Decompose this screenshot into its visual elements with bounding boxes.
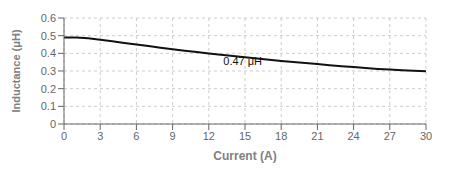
svg-text:3: 3 (97, 130, 103, 142)
svg-text:0.6: 0.6 (41, 12, 56, 24)
svg-text:0.2: 0.2 (41, 83, 56, 95)
svg-text:0.5: 0.5 (41, 30, 56, 42)
svg-text:0: 0 (50, 118, 56, 130)
svg-text:0.1: 0.1 (41, 100, 56, 112)
svg-text:Inductance (μH): Inductance (μH) (10, 29, 22, 112)
svg-text:30: 30 (420, 130, 432, 142)
svg-text:18: 18 (275, 130, 287, 142)
svg-text:0.3: 0.3 (41, 65, 56, 77)
svg-text:12: 12 (203, 130, 215, 142)
svg-text:15: 15 (239, 130, 251, 142)
svg-text:0: 0 (61, 130, 67, 142)
svg-text:24: 24 (347, 130, 359, 142)
svg-text:0.4: 0.4 (41, 47, 56, 59)
svg-text:9: 9 (170, 130, 176, 142)
svg-text:27: 27 (384, 130, 396, 142)
svg-text:21: 21 (311, 130, 323, 142)
svg-text:Current (A): Current (A) (213, 149, 276, 163)
svg-text:6: 6 (133, 130, 139, 142)
svg-text:0.47 μH: 0.47 μH (223, 55, 262, 67)
